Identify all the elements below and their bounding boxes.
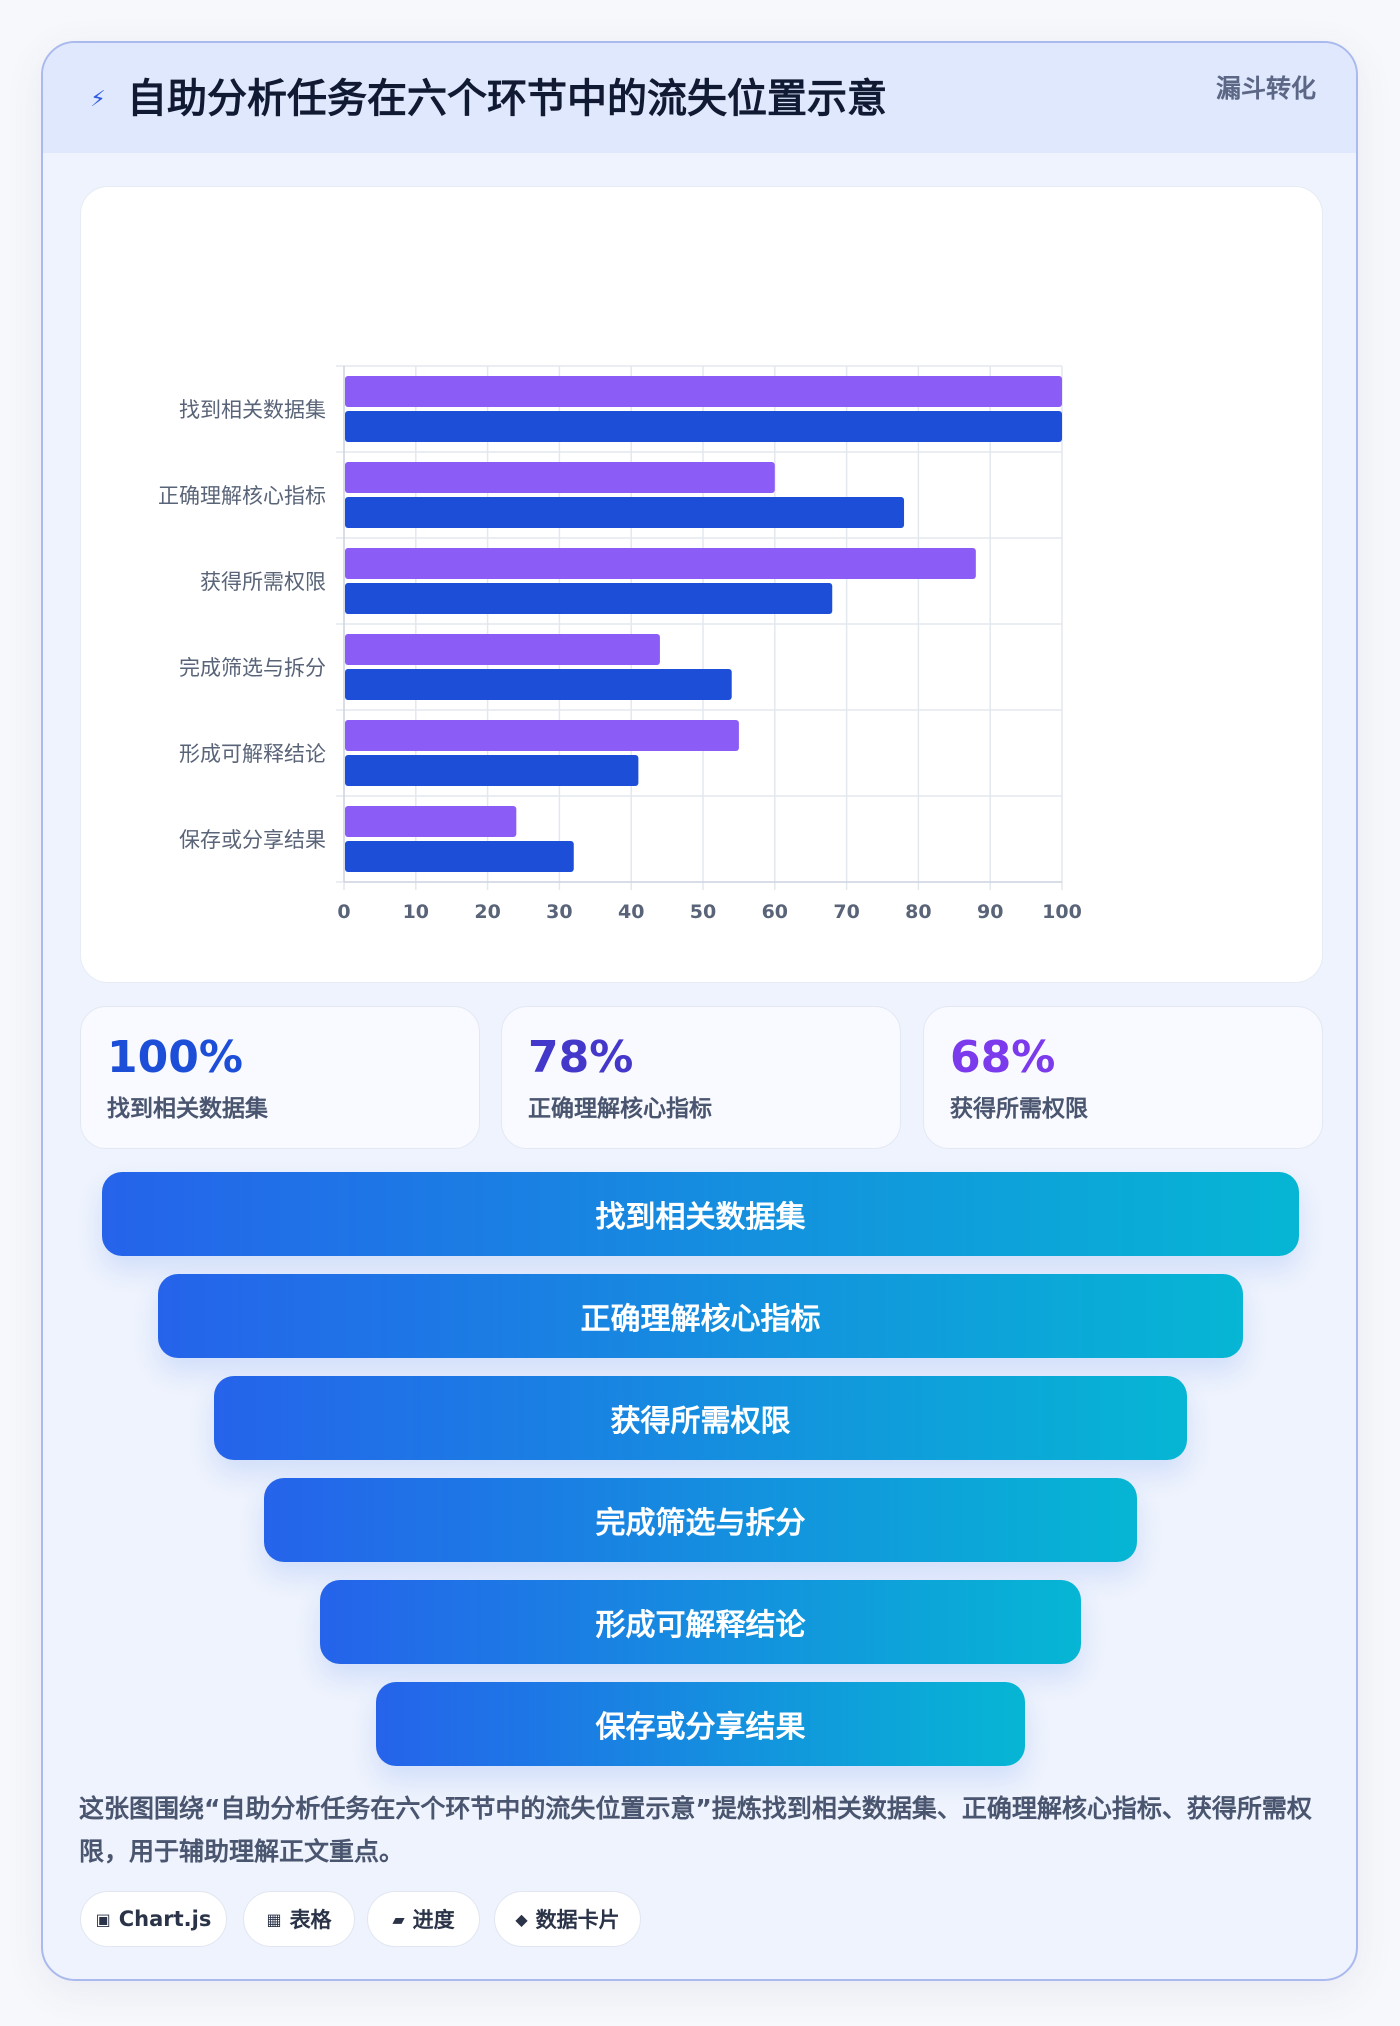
y-tick-label: 正确理解核心指标 bbox=[158, 484, 326, 508]
funnel-step: 找到相关数据集 bbox=[102, 1172, 1299, 1256]
x-tick-label: 0 bbox=[337, 901, 350, 923]
x-tick-label: 80 bbox=[905, 901, 931, 923]
stat-value: 68% bbox=[950, 1032, 1056, 1083]
chip-label: 数据卡片 bbox=[535, 1908, 620, 1932]
x-tick-label: 30 bbox=[546, 901, 572, 923]
summary-text: 这张图围绕“自助分析任务在六个环节中的流失位置示意”提炼找到相关数据集、正确理解… bbox=[79, 1794, 1312, 1866]
funnel-step: 保存或分享结果 bbox=[376, 1682, 1025, 1766]
bar bbox=[345, 669, 732, 700]
chart-panel: 0 10 20 30 40 50 60 70 80 90 100 找到相关数据集正确理解核心指标获得所… bbox=[80, 186, 1323, 983]
stat-label: 获得所需权限 bbox=[950, 1096, 1088, 1122]
stat-card: 78% 正确理解核心指标 bbox=[501, 1006, 901, 1149]
bar bbox=[345, 755, 639, 786]
bar-chart: 0 10 20 30 40 50 60 70 80 90 100 找到相关数据集正确理解核心指标获得所… bbox=[158, 365, 1082, 923]
bar bbox=[345, 376, 1062, 407]
chart-icon: ▣ bbox=[95, 1909, 111, 1929]
y-tick-label: 找到相关数据集 bbox=[179, 398, 326, 422]
bar bbox=[345, 497, 905, 528]
y-tick-label: 保存或分享结果 bbox=[179, 828, 326, 852]
x-tick-label: 90 bbox=[977, 901, 1003, 923]
y-tick-label: 形成可解释结论 bbox=[179, 742, 326, 766]
bar bbox=[345, 411, 1062, 442]
x-tick-label: 70 bbox=[833, 901, 859, 923]
data-card-icon: ◆ bbox=[515, 1909, 528, 1929]
bar bbox=[345, 548, 976, 579]
chip-chartjs[interactable]: ▣ Chart.js bbox=[80, 1891, 227, 1947]
progress-icon: ▰ bbox=[392, 1909, 405, 1929]
y-tick-label: 获得所需权限 bbox=[200, 570, 326, 594]
funnel-step: 获得所需权限 bbox=[214, 1376, 1187, 1460]
stat-value: 78% bbox=[528, 1032, 634, 1083]
x-tick-label: 40 bbox=[618, 901, 644, 923]
stat-value: 100% bbox=[107, 1032, 243, 1083]
figure-card: ⚡ 自助分析任务在六个环节中的流失位置示意 漏斗转化 0 10 20 30 40 50 60… bbox=[41, 41, 1358, 1981]
bar bbox=[345, 634, 660, 665]
bar bbox=[345, 841, 574, 872]
chip-table[interactable]: ▦ 表格 bbox=[243, 1891, 355, 1947]
x-tick-label: 20 bbox=[474, 901, 500, 923]
page-title: 自助分析任务在六个环节中的流失位置示意 bbox=[127, 76, 887, 122]
stat-card: 68% 获得所需权限 bbox=[923, 1006, 1323, 1149]
funnel-step: 正确理解核心指标 bbox=[158, 1274, 1243, 1358]
stat-card: 100% 找到相关数据集 bbox=[80, 1006, 480, 1149]
y-tick-label: 完成筛选与拆分 bbox=[179, 656, 326, 680]
chip-data-card[interactable]: ◆ 数据卡片 bbox=[494, 1891, 641, 1947]
bar bbox=[345, 720, 739, 751]
stat-label: 找到相关数据集 bbox=[107, 1096, 268, 1122]
bar bbox=[345, 806, 517, 837]
chip-label: 进度 bbox=[412, 1908, 455, 1932]
bar bbox=[345, 583, 833, 614]
chip-progress[interactable]: ▰ 进度 bbox=[367, 1891, 480, 1947]
x-tick-label: 10 bbox=[403, 901, 429, 923]
bar bbox=[345, 462, 775, 493]
card-header: ⚡ 自助分析任务在六个环节中的流失位置示意 漏斗转化 bbox=[43, 43, 1356, 153]
chip-label: 表格 bbox=[289, 1908, 332, 1932]
bolt-icon: ⚡ bbox=[90, 87, 106, 112]
chip-label: Chart.js bbox=[118, 1907, 212, 1931]
x-tick-label: 100 bbox=[1042, 901, 1082, 923]
stat-label: 正确理解核心指标 bbox=[528, 1096, 712, 1122]
x-tick-label: 50 bbox=[690, 901, 716, 923]
funnel-step: 形成可解释结论 bbox=[320, 1580, 1081, 1664]
table-icon: ▦ bbox=[266, 1909, 282, 1929]
funnel-step: 完成筛选与拆分 bbox=[264, 1478, 1137, 1562]
category-tag: 漏斗转化 bbox=[1215, 74, 1316, 103]
x-tick-label: 60 bbox=[762, 901, 788, 923]
